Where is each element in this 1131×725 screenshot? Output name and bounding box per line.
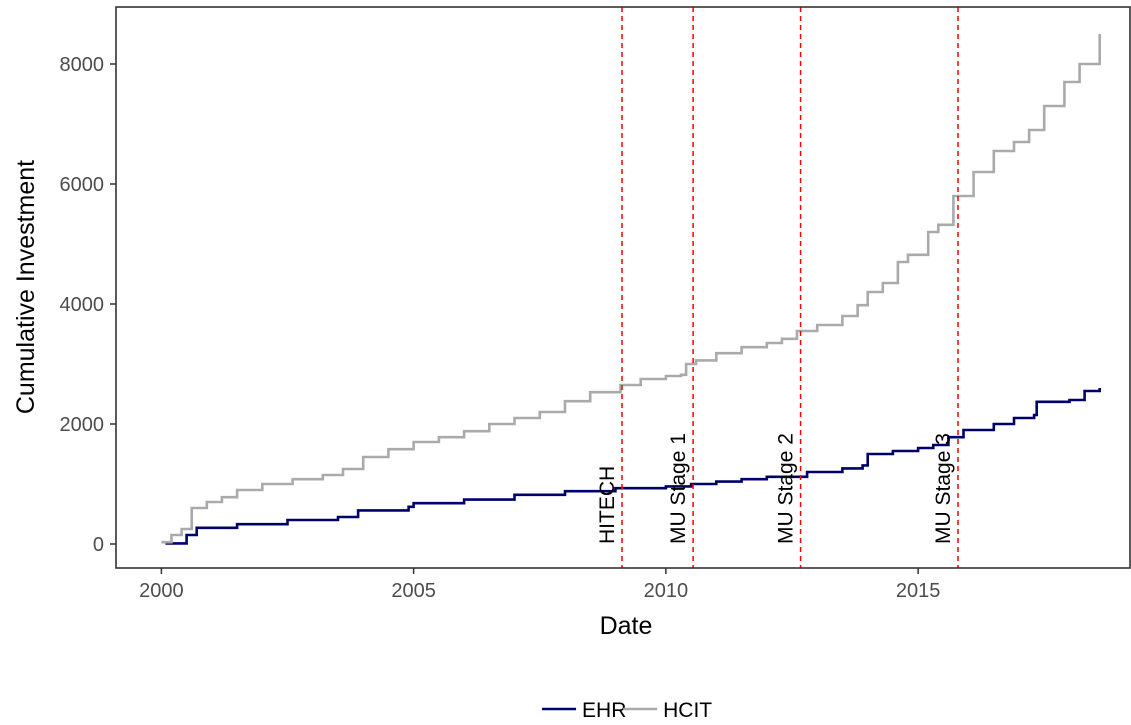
vline-label-3: MU Stage 3 xyxy=(932,433,955,544)
y-tick-label-1: 2000 xyxy=(60,414,105,436)
legend: EHR HCIT xyxy=(542,699,712,722)
legend-label-ehr: EHR xyxy=(582,699,626,722)
annotation-layer: HITECH MU Stage 1 MU Stage 2 MU Stage 3 xyxy=(596,7,959,568)
y-tick-label-0: 0 xyxy=(93,534,104,556)
x-tick-label-0: 2000 xyxy=(139,580,184,602)
series-layer xyxy=(161,34,1101,545)
legend-label-hcit: HCIT xyxy=(663,699,712,722)
vline-label-1: MU Stage 1 xyxy=(667,433,690,544)
y-axis-ticks: 0 2000 4000 6000 8000 xyxy=(60,54,116,556)
series-line-ehr xyxy=(165,388,1101,545)
x-axis-ticks: 2000 2005 2010 2015 xyxy=(139,568,940,602)
plot-panel-border xyxy=(115,6,1131,569)
x-tick-label-3: 2015 xyxy=(896,580,941,602)
y-tick-label-3: 6000 xyxy=(60,174,105,196)
x-tick-label-2: 2010 xyxy=(644,580,689,602)
x-axis-title: Date xyxy=(600,612,653,640)
x-tick-label-1: 2005 xyxy=(391,580,436,602)
vline-label-2: MU Stage 2 xyxy=(775,433,798,544)
y-tick-label-2: 4000 xyxy=(60,294,105,316)
series-line-hcit xyxy=(161,34,1101,544)
y-tick-label-4: 8000 xyxy=(60,54,105,76)
y-axis-title: Cumulative Investment xyxy=(12,160,40,414)
vline-label-0: HITECH xyxy=(596,466,619,544)
